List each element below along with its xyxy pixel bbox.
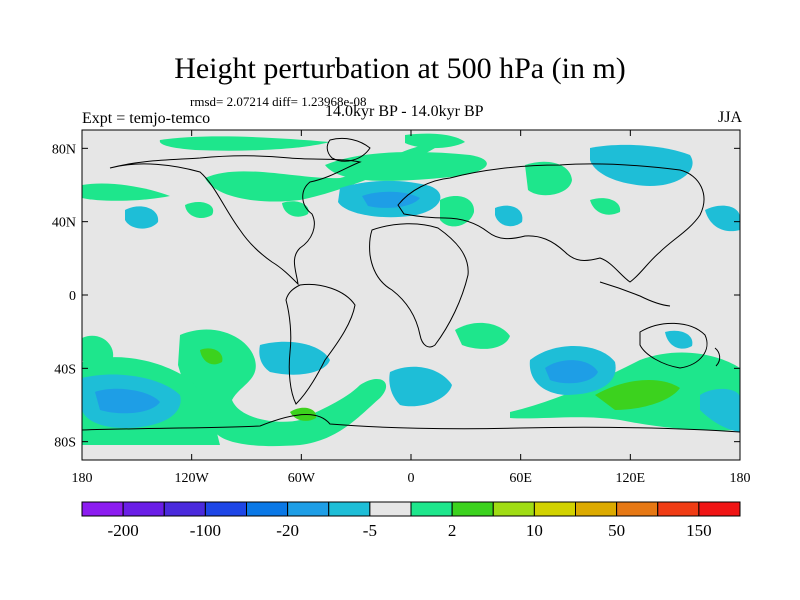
contour-positive (159, 136, 330, 151)
colorbar-swatch (616, 501, 659, 517)
colorbar-swatch (698, 501, 741, 517)
coastline-eurasia (397, 163, 705, 283)
contour-positive (440, 196, 475, 227)
lon-tick-label: 120E (616, 471, 646, 486)
coastline-greenland (326, 137, 371, 162)
colorbar: -200 -100 -20 -5 2 10 50 150 (81, 501, 741, 540)
lat-tick-label: 40N (52, 216, 76, 231)
coastline-australia (639, 322, 708, 369)
colorbar-swatch (81, 501, 124, 517)
stats-label: rmsd= 2.07214 diff= 1.23968e-08 (190, 94, 367, 109)
contour-positive (185, 201, 214, 219)
contour-negative (389, 366, 452, 407)
coastline-africa (369, 223, 469, 348)
latitude-axis: 80N 40N 0 40S 80S (52, 142, 740, 451)
lon-tick-label: 180 (72, 471, 93, 486)
coastline-maritime (599, 281, 671, 307)
colorbar-swatch (575, 501, 618, 517)
lat-tick-label: 80N (52, 142, 76, 157)
colorbar-swatch (163, 501, 206, 517)
contour-negative (125, 206, 159, 229)
contour-positive (205, 144, 440, 202)
experiment-label: Expt = temjo-temco (82, 110, 211, 127)
contour-negative (495, 205, 523, 227)
contour-positive (82, 183, 170, 201)
colorbar-label: 150 (686, 521, 712, 540)
contour-negative (590, 144, 693, 186)
contour-negative-strong (545, 360, 598, 384)
map-title: Height perturbation at 500 hPa (in m) (174, 52, 626, 85)
lon-tick-label: 120W (175, 471, 210, 486)
contour-fields (82, 133, 740, 447)
contour-positive-strong (200, 348, 223, 365)
colorbar-swatch (122, 501, 165, 517)
contour-negative-strong (95, 388, 160, 414)
lat-tick-label: 40S (54, 362, 76, 377)
lon-tick-label: 0 (408, 471, 415, 486)
colorbar-swatch (410, 501, 453, 517)
coastline-north-america (109, 155, 362, 286)
colorbar-swatch (451, 501, 494, 517)
colorbar-swatch (369, 501, 412, 517)
lon-tick-label: 180 (730, 471, 751, 486)
coastline-new-zealand (714, 347, 721, 367)
season-label: JJA (717, 109, 742, 126)
colorbar-label: 10 (526, 521, 543, 540)
colorbar-label: 2 (448, 521, 457, 540)
colorbar-swatch (204, 501, 247, 517)
contour-positive (282, 201, 309, 217)
lat-tick-label: 0 (69, 289, 76, 304)
contour-negative (665, 330, 693, 349)
contour-negative (259, 341, 330, 375)
colorbar-label: -200 (108, 521, 139, 540)
longitude-axis: 180 120W 60W 0 60E 120E 180 (72, 130, 751, 486)
colorbar-label: -5 (363, 521, 377, 540)
contour-negative-strong (362, 191, 420, 208)
contour-positive (325, 152, 487, 181)
lon-tick-label: 60W (288, 471, 316, 486)
contour-positive (455, 322, 510, 349)
contour-positive (178, 329, 387, 447)
colorbar-label: -100 (190, 521, 221, 540)
colorbar-swatch (328, 501, 371, 517)
contour-positive (405, 133, 465, 149)
lat-tick-label: 80S (54, 436, 76, 451)
colorbar-label: -20 (276, 521, 299, 540)
coastlines (82, 137, 740, 433)
contour-positive (525, 161, 572, 196)
contour-positive-strong (595, 379, 680, 410)
colorbar-swatch (533, 501, 576, 517)
colorbar-label: 50 (608, 521, 625, 540)
contour-positive (590, 198, 621, 215)
colorbar-swatch (657, 501, 700, 517)
lon-tick-label: 60E (509, 471, 532, 486)
colorbar-swatch (492, 501, 535, 517)
colorbar-swatch (246, 501, 289, 517)
contour-negative (705, 205, 740, 232)
contour-negative (700, 388, 740, 432)
coastline-antarctica (82, 414, 740, 433)
colorbar-swatch (287, 501, 330, 517)
coastline-south-america (285, 283, 356, 405)
period-label: 14.0kyr BP - 14.0kyr BP (325, 103, 484, 120)
